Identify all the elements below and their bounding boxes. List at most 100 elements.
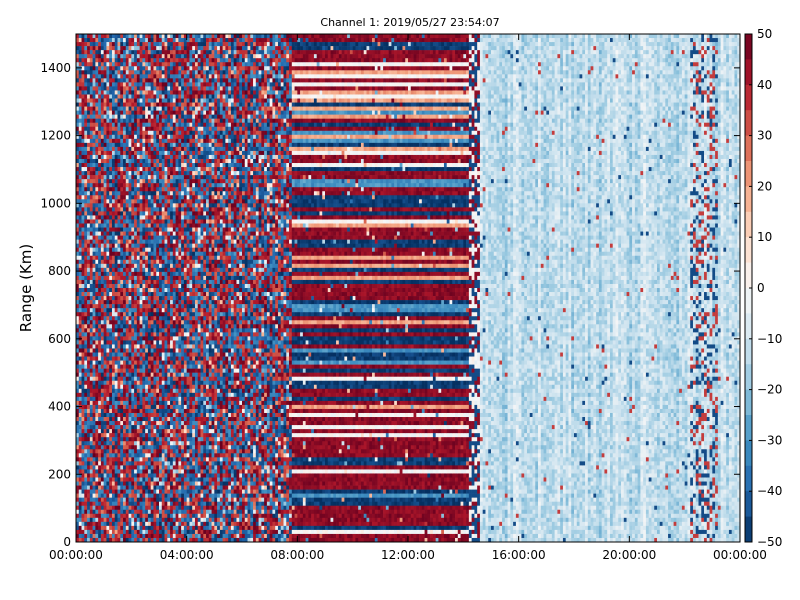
heatmap-cell [93,34,96,38]
heatmap-cell [115,131,118,135]
heatmap-cell [106,211,109,215]
heatmap-cell [109,514,112,518]
heatmap-cell [115,223,118,227]
heatmap-cell [82,300,85,304]
heatmap-cell [106,90,109,94]
heatmap-cell [104,38,107,42]
heatmap-cell [98,223,101,227]
heatmap-cell [101,66,104,70]
heatmap-cell [90,421,93,425]
heatmap-cell [101,115,104,119]
heatmap-cell [112,421,115,425]
heatmap-cell [112,510,115,514]
heatmap-cell [79,167,82,171]
heatmap-cell [104,74,107,78]
heatmap-cell [101,328,104,332]
heatmap-cell [109,260,112,264]
heatmap-cell [101,248,104,252]
heatmap-cell [87,187,90,191]
heatmap-cell [104,473,107,477]
heatmap-cell [95,445,98,449]
heatmap-cell [90,191,93,195]
heatmap-cell [101,103,104,107]
heatmap-cell [93,353,96,357]
heatmap-cell [112,373,115,377]
heatmap-cell [115,389,118,393]
heatmap-cell [79,260,82,264]
heatmap-cell [93,457,96,461]
heatmap-cell [112,70,115,74]
heatmap-cell [98,381,101,385]
heatmap-cell [101,127,104,131]
heatmap-cell [106,66,109,70]
heatmap-cell [106,357,109,361]
heatmap-cell [90,377,93,381]
heatmap-cell [98,441,101,445]
heatmap-cell [106,393,109,397]
heatmap-cell [112,272,115,276]
heatmap-cell [101,292,104,296]
heatmap-cell [95,518,98,522]
heatmap-cell [109,433,112,437]
heatmap-cell [90,82,93,86]
heatmap-cell [82,236,85,240]
heatmap-cell [112,417,115,421]
heatmap-cell [104,369,107,373]
heatmap-cell [104,232,107,236]
heatmap-cell [95,268,98,272]
heatmap-cell [109,304,112,308]
heatmap-cell [109,409,112,413]
heatmap-cell [93,328,96,332]
heatmap-cell [87,385,90,389]
heatmap-cell [112,449,115,453]
heatmap-cell [95,288,98,292]
heatmap-cell [112,494,115,498]
heatmap-cell [84,240,87,244]
heatmap-cell [112,191,115,195]
heatmap-cell [106,490,109,494]
heatmap-cell [104,248,107,252]
heatmap-cell [90,179,93,183]
heatmap-cell [109,417,112,421]
heatmap-cell [106,215,109,219]
heatmap-cell [101,207,104,211]
heatmap-cell [95,171,98,175]
heatmap-cell [106,477,109,481]
heatmap-cell [79,46,82,50]
heatmap-cell [84,344,87,348]
heatmap-cell [112,147,115,151]
heatmap-cell [84,473,87,477]
heatmap-cell [106,409,109,413]
heatmap-cell [109,353,112,357]
heatmap-cell [118,66,121,70]
heatmap-cell [106,348,109,352]
heatmap-cell [82,127,85,131]
heatmap-cell [95,292,98,296]
heatmap-cell [95,413,98,417]
heatmap-cell [79,518,82,522]
heatmap-cell [84,393,87,397]
heatmap-cell [95,163,98,167]
heatmap-cell [109,70,112,74]
heatmap-cell [112,187,115,191]
heatmap-cell [93,296,96,300]
heatmap-cell [82,389,85,393]
heatmap-cell [109,425,112,429]
heatmap-cell [95,219,98,223]
heatmap-cell [84,494,87,498]
heatmap-cell [109,131,112,135]
heatmap-cell [98,357,101,361]
heatmap-cell [101,477,104,481]
heatmap-cell [95,167,98,171]
heatmap-cell [115,199,118,203]
heatmap-cell [112,248,115,252]
heatmap-cell [98,397,101,401]
heatmap-cell [104,429,107,433]
heatmap-cell [115,469,118,473]
heatmap-cell [82,34,85,38]
heatmap-cell [104,514,107,518]
heatmap-cell [106,473,109,477]
heatmap-cell [109,292,112,296]
heatmap-cell [95,78,98,82]
heatmap-cell [109,223,112,227]
